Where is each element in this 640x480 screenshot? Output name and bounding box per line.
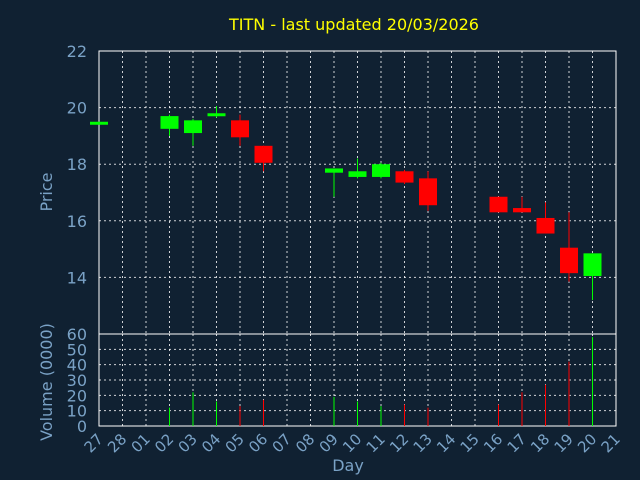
candles: [90, 106, 602, 301]
candle-body: [231, 120, 249, 138]
volume-tick-label: 30: [67, 371, 87, 390]
x-tick-label: 15: [457, 430, 483, 456]
x-tick-label: 21: [598, 430, 624, 456]
candle-body: [160, 116, 179, 129]
candle-body: [489, 196, 508, 213]
candle-body: [207, 113, 226, 117]
price-panel: 14 16 18 20 22 Price: [37, 42, 617, 335]
x-tick-label: 03: [175, 430, 201, 456]
candle-body: [184, 120, 202, 134]
candle-body: [90, 121, 108, 125]
chart-title: TITN - last updated 20/03/2026: [228, 15, 479, 34]
x-tick-label: 10: [339, 430, 365, 456]
volume-bars: [169, 337, 593, 426]
candle-body: [513, 208, 531, 213]
x-tick-label: 09: [316, 430, 342, 456]
candle-body: [560, 247, 578, 274]
price-grid: [99, 51, 616, 334]
price-tick-label: 16: [67, 212, 87, 231]
candle-body: [536, 217, 555, 234]
volume-tick-label: 10: [67, 402, 87, 421]
x-tick-label: 04: [198, 430, 224, 456]
x-tick-label: 06: [245, 430, 271, 456]
x-tick-label: 14: [433, 430, 459, 456]
candle-body: [419, 178, 437, 206]
volume-tick-label: 50: [67, 340, 87, 359]
x-axis-label: Day: [332, 456, 364, 475]
x-tick-label: 11: [363, 430, 389, 456]
candle-body: [372, 164, 390, 177]
volume-axis-label: Volume (0000): [37, 323, 56, 441]
x-tick-label: 28: [104, 430, 130, 456]
x-tick-label: 17: [504, 430, 530, 456]
volume-tick-label: 20: [67, 386, 87, 405]
volume-tick-label: 0: [77, 417, 87, 436]
x-tick-label: 02: [151, 430, 177, 456]
price-y-ticks: 14 16 18 20 22: [67, 42, 87, 287]
x-tick-label: 18: [527, 430, 553, 456]
x-tick-label: 01: [128, 430, 154, 456]
x-tick-label: 08: [292, 430, 318, 456]
price-tick-label: 18: [67, 155, 87, 174]
price-tick-label: 20: [67, 99, 87, 118]
candle-body: [325, 168, 343, 173]
price-tick-label: 14: [67, 268, 87, 287]
x-tick-label: 19: [551, 430, 577, 456]
x-ticks: 2728010203040506070809101112131415161718…: [81, 430, 624, 456]
candle-body: [348, 171, 367, 177]
x-tick-label: 12: [386, 430, 412, 456]
x-tick-label: 16: [480, 430, 506, 456]
candle-body: [395, 171, 414, 183]
x-tick-label: 07: [269, 430, 295, 456]
price-tick-label: 22: [67, 42, 87, 61]
x-tick-label: 05: [222, 430, 248, 456]
candle-body: [583, 253, 602, 276]
x-tick-label: 13: [410, 430, 436, 456]
volume-tick-label: 40: [67, 356, 87, 375]
volume-tick-label: 60: [67, 325, 87, 344]
x-tick-label: 20: [574, 430, 600, 456]
price-axis-label: Price: [37, 172, 56, 211]
candle-body: [254, 145, 273, 163]
